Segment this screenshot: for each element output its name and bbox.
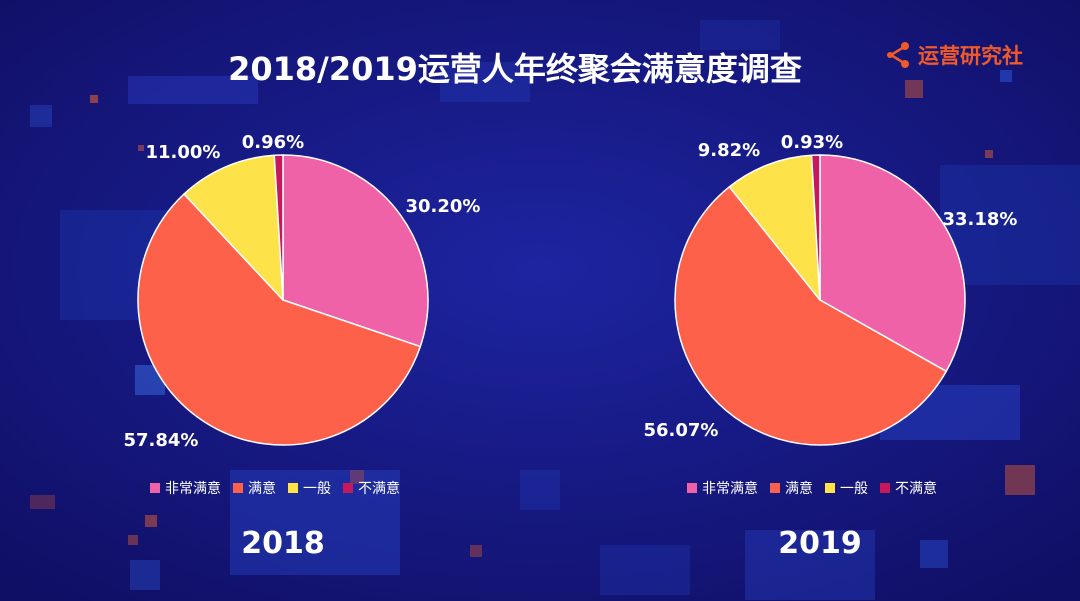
legend-2018: 非常满意 满意 一般 不满意 bbox=[150, 478, 412, 498]
slice-satisfied bbox=[674, 186, 948, 446]
slice-very-satisfied bbox=[282, 154, 429, 348]
legend-swatch bbox=[880, 483, 890, 493]
legend-label: 非常满意 bbox=[702, 481, 758, 497]
slice-dissatisfied bbox=[810, 154, 821, 301]
legend-item: 一般 bbox=[288, 478, 331, 498]
legend-label: 满意 bbox=[785, 481, 813, 497]
legend-item: 一般 bbox=[825, 478, 868, 498]
label-satisfied: 56.07% bbox=[644, 420, 719, 441]
legend-item: 不满意 bbox=[880, 478, 937, 498]
legend-swatch bbox=[150, 483, 160, 493]
legend-label: 不满意 bbox=[895, 481, 937, 497]
legend-swatch bbox=[343, 483, 353, 493]
label-dissatisfied: 0.96% bbox=[242, 132, 304, 153]
legend-label: 满意 bbox=[248, 481, 276, 497]
slice-neutral bbox=[183, 154, 284, 301]
legend-label: 不满意 bbox=[358, 481, 400, 497]
chart-title-2019: 2019 bbox=[778, 526, 862, 561]
legend-swatch bbox=[288, 483, 298, 493]
label-very-satisfied: 30.20% bbox=[406, 196, 481, 217]
brand-logo: 运营研究社 bbox=[884, 40, 1023, 70]
legend-swatch bbox=[233, 483, 243, 493]
legend-item: 非常满意 bbox=[150, 478, 221, 498]
label-satisfied: 57.84% bbox=[124, 430, 199, 451]
chart-title-2018: 2018 bbox=[241, 526, 325, 561]
legend-swatch bbox=[825, 483, 835, 493]
label-very-satisfied: 33.18% bbox=[943, 209, 1018, 230]
legend-swatch bbox=[687, 483, 697, 493]
pie-chart-2018: 30.20% 57.84% 11.00% 0.96% bbox=[124, 132, 481, 451]
legend-item: 非常满意 bbox=[687, 478, 758, 498]
legend-item: 满意 bbox=[770, 478, 813, 498]
legend-2019: 非常满意 满意 一般 不满意 bbox=[687, 478, 949, 498]
label-neutral: 9.82% bbox=[698, 140, 760, 161]
slice-dissatisfied bbox=[273, 154, 284, 301]
slice-neutral bbox=[728, 154, 821, 301]
legend-label: 一般 bbox=[303, 481, 331, 497]
page-title: 2018/2019运营人年终聚会满意度调查 bbox=[228, 50, 802, 88]
label-dissatisfied: 0.93% bbox=[781, 132, 843, 153]
legend-label: 非常满意 bbox=[165, 481, 221, 497]
legend-swatch bbox=[770, 483, 780, 493]
legend-item: 不满意 bbox=[343, 478, 400, 498]
pie-chart-2019: 33.18% 56.07% 9.82% 0.93% bbox=[644, 132, 1018, 446]
legend-item: 满意 bbox=[233, 478, 276, 498]
legend-label: 一般 bbox=[840, 481, 868, 497]
label-neutral: 11.00% bbox=[146, 142, 221, 163]
slice-very-satisfied bbox=[819, 154, 966, 373]
slice-satisfied bbox=[137, 193, 422, 446]
logo-text: 运营研究社 bbox=[918, 44, 1023, 68]
share-icon bbox=[887, 42, 909, 68]
